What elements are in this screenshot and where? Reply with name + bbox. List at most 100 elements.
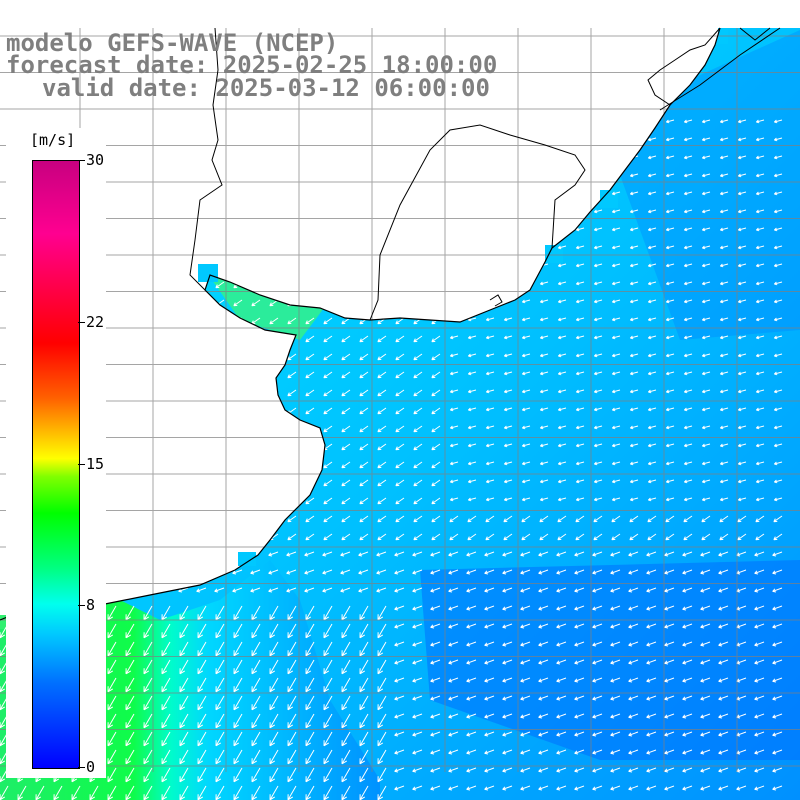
- wind-arrow: [700, 659, 711, 665]
- wind-arrow: [233, 641, 243, 657]
- wind-arrow: [574, 569, 585, 575]
- wind-arrow: [448, 659, 459, 665]
- wind-arrow: [322, 587, 333, 593]
- wind-arrow: [161, 749, 171, 765]
- wind-arrow: [773, 263, 783, 268]
- wind-arrow: [682, 731, 693, 737]
- wind-arrow: [719, 371, 729, 376]
- wind-arrow: [701, 407, 711, 412]
- wind-arrow: [341, 605, 351, 621]
- wind-arrow: [305, 677, 315, 693]
- wind-arrow: [593, 497, 603, 502]
- wind-arrow: [431, 533, 441, 541]
- wind-arrow: [269, 731, 279, 747]
- wind-arrow: [305, 497, 315, 505]
- wind-arrow: [484, 587, 495, 593]
- wind-arrow: [647, 497, 657, 502]
- wind-arrow: [772, 677, 783, 683]
- wind-arrow: [611, 299, 621, 304]
- wind-arrow: [556, 605, 567, 611]
- wind-arrow: [197, 659, 207, 675]
- wind-arrow: [485, 335, 495, 340]
- wind-arrow: [701, 227, 711, 232]
- wind-arrow: [107, 767, 117, 783]
- wind-arrow: [665, 497, 675, 502]
- wind-arrow: [359, 425, 369, 433]
- wind-arrow: [629, 443, 639, 448]
- wind-arrow: [502, 677, 513, 683]
- wind-arrow: [287, 677, 297, 693]
- wind-arrow: [611, 335, 621, 340]
- wind-arrow: [340, 569, 351, 575]
- wind-arrow: [754, 731, 765, 737]
- wind-arrow: [682, 659, 693, 665]
- wind-arrow: [430, 623, 441, 629]
- lat-lon-grid: [0, 28, 800, 772]
- wind-arrow: [593, 461, 603, 466]
- wind-arrow: [412, 785, 423, 791]
- wind-arrow: [556, 713, 567, 719]
- wind-arrow: [268, 569, 279, 575]
- wind-arrow: [215, 641, 225, 657]
- wind-arrow: [773, 497, 783, 502]
- wind-arrow: [395, 533, 405, 541]
- wind-arrow: [107, 659, 117, 675]
- wind-arrow: [377, 335, 387, 343]
- wind-arrow: [484, 677, 495, 683]
- wind-arrow: [700, 731, 711, 737]
- wind-arrow: [377, 371, 387, 379]
- wind-arrow: [394, 749, 405, 755]
- wind-arrow: [539, 389, 549, 394]
- wind-arrow: [323, 605, 333, 621]
- wind-arrow: [341, 533, 351, 541]
- wind-arrow: [412, 749, 423, 755]
- wind-arrow: [232, 587, 243, 593]
- wind-arrow: [755, 479, 765, 484]
- wind-arrow: [179, 623, 189, 639]
- wind-arrow: [305, 749, 315, 765]
- wind-arrow: [593, 515, 603, 523]
- wind-arrow: [665, 281, 675, 286]
- wind-arrow: [521, 317, 531, 322]
- wind-arrow: [755, 461, 765, 466]
- wind-arrow: [521, 335, 531, 340]
- wind-arrow: [359, 353, 369, 361]
- wind-arrow: [773, 515, 783, 523]
- wind-arrow: [700, 677, 711, 683]
- wind-arrow: [448, 695, 459, 701]
- wind-arrow: [215, 749, 225, 765]
- wind-arrow: [520, 767, 531, 773]
- wind-arrow: [503, 497, 513, 502]
- wind-arrow: [466, 677, 477, 683]
- wind-arrow: [647, 173, 657, 178]
- wind-arrow: [719, 425, 729, 430]
- wind-arrow: [611, 191, 621, 196]
- wind-arrow: [593, 479, 603, 484]
- wind-arrow: [197, 713, 207, 729]
- wind-arrow: [377, 407, 387, 415]
- wind-arrow: [377, 659, 387, 675]
- wind-arrow: [610, 605, 621, 611]
- wind-arrow: [610, 731, 621, 737]
- wind-arrow: [431, 443, 441, 451]
- wind-arrow: [593, 263, 603, 268]
- wind-arrow: [448, 713, 459, 719]
- wind-arrow: [610, 641, 621, 647]
- wind-arrow: [538, 641, 549, 647]
- wind-arrow: [448, 605, 459, 611]
- model-title: modelo GEFS-WAVE (NCEP): [6, 29, 339, 57]
- wind-arrow: [683, 227, 693, 232]
- wind-arrow: [773, 209, 783, 214]
- wind-arrow: [394, 659, 405, 665]
- wind-arrow: [467, 407, 477, 412]
- wind-arrow: [574, 659, 585, 665]
- wind-arrow: [394, 569, 405, 575]
- wind-arrow: [521, 443, 531, 448]
- wind-arrow: [611, 353, 621, 358]
- wind-arrow: [610, 749, 621, 755]
- wind-arrow: [611, 317, 621, 322]
- wind-arrow: [485, 533, 495, 541]
- wind-arrow: [754, 785, 765, 791]
- wind-arrow: [71, 785, 81, 800]
